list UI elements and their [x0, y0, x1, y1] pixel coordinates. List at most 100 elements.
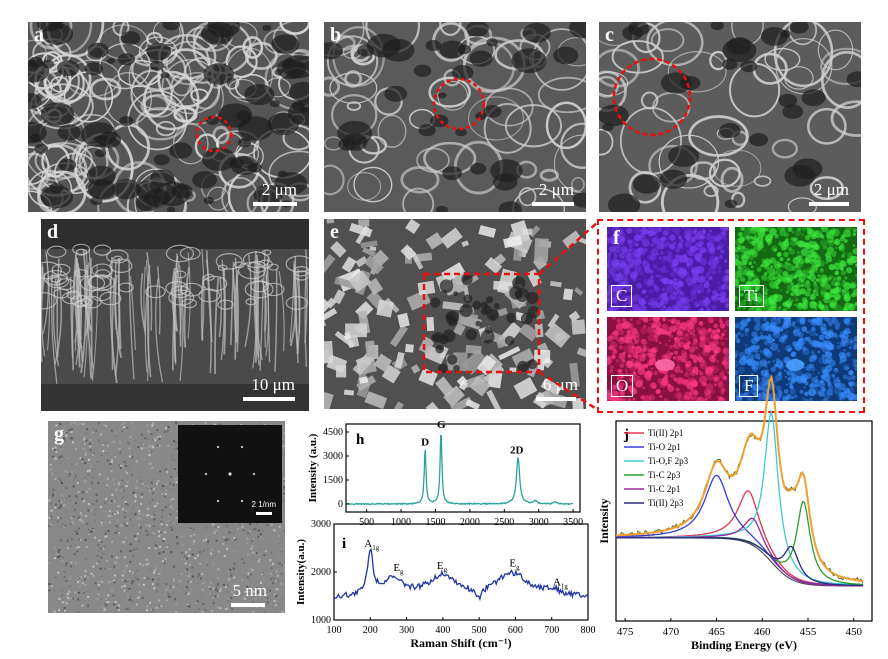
sem-texture-d [41, 219, 309, 411]
inset-scale-label: 2 1/nm [251, 500, 276, 509]
map-label-f: F [739, 375, 759, 397]
chart-h-peak-label-0: D [421, 437, 429, 449]
chart-j-legend-label-3: Ti-C 2p3 [648, 470, 681, 480]
sem-image-a: a 2 μm [28, 22, 309, 212]
chart-i-peak-label-1: Eg [393, 562, 404, 576]
chart-h-ytick-label-0: 0 [338, 499, 343, 510]
scale-label-a: 2 μm [261, 180, 297, 199]
chart-j-legend-label-0: Ti(II) 2p1 [648, 428, 683, 438]
chart-h-ytick-label-2: 3000 [323, 451, 343, 462]
chart-j-xtick-label-5: 450 [845, 626, 862, 638]
panel-label-d: d [47, 221, 59, 243]
panel-label-a: a [34, 24, 44, 46]
chart-j-xtick-label-2: 465 [708, 626, 725, 638]
chart-j-frame [615, 420, 873, 622]
scale-label-c: 2 μm [813, 180, 849, 199]
chart-j-legend-label-1: Ti-O 2p1 [648, 442, 681, 452]
chart-h-xtick-label-1: 1000 [391, 517, 411, 528]
chart-i-xtick-label-5: 600 [508, 625, 523, 636]
scale-label-b: 2 μm [538, 180, 574, 199]
chart-i-panel-label: i [342, 536, 346, 552]
chart-i-xtick-label-6: 700 [544, 625, 559, 636]
chart-i-spectrum [333, 547, 588, 602]
fft-inset: 2 1/nm [178, 425, 282, 523]
chart-h-peak-label-2: 2D [510, 445, 524, 457]
chart-i-xtick-label-7: 800 [581, 625, 596, 636]
chart-j-ylabel: Intensity [597, 498, 611, 543]
highlight-rect-e [422, 272, 541, 374]
chart-i-peak-label-4: A1g [553, 577, 568, 591]
chart-h-panel-label: h [356, 432, 365, 448]
chart-j-series-3 [616, 501, 863, 586]
tem-image-g: g 2 1/nm 5 nm [48, 421, 285, 613]
chart-i-peak-label-2: Eg [437, 560, 448, 574]
sem-image-c: c 2 μm [599, 22, 861, 212]
chart-i-ytick-label-1: 2000 [311, 567, 331, 578]
scale-label-g: 5 nm [232, 581, 267, 600]
scale-bar-c [809, 202, 849, 206]
highlight-circle-c [612, 57, 692, 137]
chart-h-xtick-label-6: 3500 [563, 517, 583, 528]
chart-j-xtick-label-3: 460 [754, 626, 771, 638]
chart-j-xlabel: Binding Energy (eV) [691, 638, 797, 652]
map-label-c: C [611, 285, 633, 307]
chart-h-ylabel: Intensity (a.u.) [307, 433, 319, 502]
chart-h-spectrum [345, 434, 574, 506]
scale-label-d: 10 μm [251, 375, 295, 394]
sem-texture-b [324, 22, 586, 212]
eds-texture-o [603, 313, 732, 405]
chart-i-xtick-label-4: 500 [472, 625, 487, 636]
chart-h-xtick-label-0: 500 [359, 517, 374, 528]
sem-image-d: d 10 μm [41, 219, 309, 411]
chart-i-peak-label-3: Eg [509, 557, 520, 571]
eds-map-o: O [603, 313, 732, 405]
scale-bar-g [231, 603, 265, 607]
sem-texture-a [28, 22, 309, 212]
chart-h-peak-label-1: G [437, 419, 446, 431]
chart-j-legend-label-4: Ti-C 2p1 [648, 484, 680, 494]
eds-texture-c [604, 223, 732, 315]
eds-map-ti: Ti [731, 223, 861, 314]
chart-h-xtick-label-5: 3000 [529, 517, 549, 528]
scale-bar-b [532, 202, 574, 206]
panel-label-g: g [54, 423, 64, 445]
panel-label-e: e [330, 221, 339, 243]
highlight-circle-a [195, 115, 233, 153]
eds-map-c: C [604, 223, 732, 315]
chart-j-xtick-label-1: 470 [663, 626, 680, 638]
chart-i-ytick-label-0: 1000 [311, 615, 331, 626]
chart-j-series-5 [616, 537, 863, 587]
highlight-circle-b [432, 77, 486, 131]
chart-i-xtick-label-2: 300 [399, 625, 414, 636]
chart-h-ytick-label-3: 4500 [323, 427, 343, 438]
chart-j-panel-label: j [623, 427, 629, 443]
eds-map-panel-f: f C Ti O F [597, 219, 865, 413]
scale-bar-d [243, 397, 295, 401]
chart-h-xtick-label-4: 2500 [494, 517, 514, 528]
chart-j-legend-label-5: Ti(II) 2p3 [648, 498, 684, 508]
inset-scale-bar [256, 512, 272, 515]
chart-i-xtick-label-1: 200 [363, 625, 378, 636]
chart-i-xtick-label-0: 100 [327, 625, 342, 636]
sem-image-b: b 2 μm [324, 22, 586, 212]
chart-j-xtick-label-4: 455 [800, 626, 817, 638]
chart-j-envelope [615, 374, 864, 583]
panel-label-f: f [613, 227, 620, 249]
chart-h-xtick-label-3: 2000 [460, 517, 480, 528]
chart-i-xtick-label-3: 400 [435, 625, 450, 636]
map-label-o: O [611, 375, 634, 397]
chart-h-xtick-label-2: 1500 [425, 517, 445, 528]
map-label-ti: Ti [739, 285, 764, 307]
chart-j-background [616, 537, 863, 587]
panel-label-c: c [605, 24, 614, 46]
chart-i-ytick-label-2: 3000 [311, 519, 331, 530]
chart-i-xlabel: Raman Shift (cm⁻¹) [410, 636, 511, 650]
chart-h-frame [345, 423, 581, 513]
chart-h-ytick-label-1: 1500 [323, 475, 343, 486]
diffraction-spots [204, 445, 256, 503]
sem-texture-c [599, 22, 861, 212]
chart-i-peak-label-0: A1g [364, 538, 379, 552]
eds-texture-ti [731, 223, 861, 314]
scale-bar-a [253, 202, 297, 206]
